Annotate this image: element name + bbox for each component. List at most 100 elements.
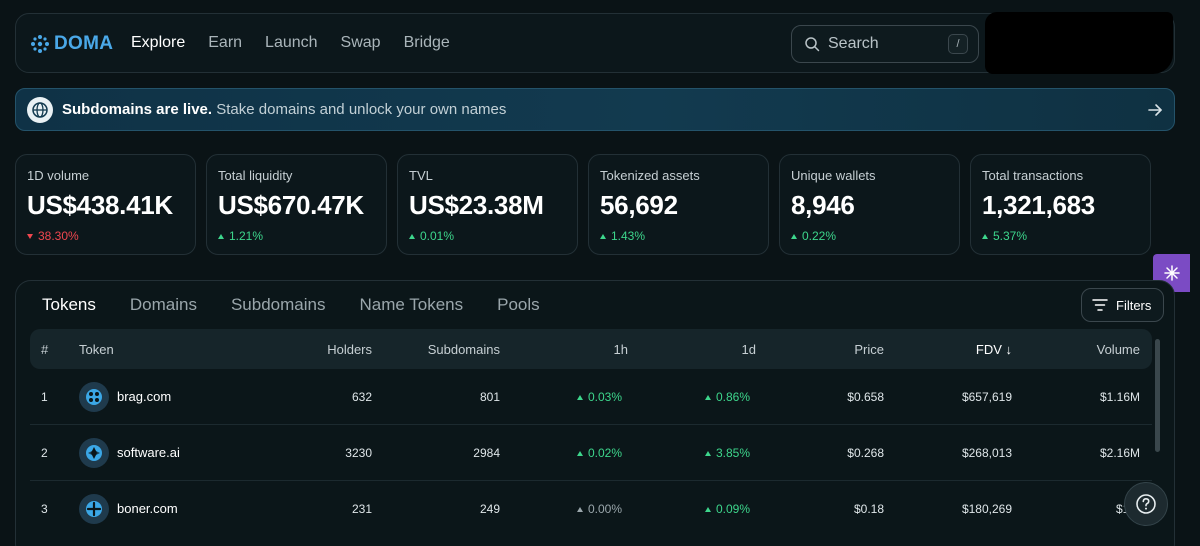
search-placeholder: Search	[828, 35, 879, 52]
question-mark-icon	[1136, 494, 1156, 514]
cell-holders: 3230	[345, 446, 372, 460]
cell-1d-value: 0.86%	[715, 390, 750, 404]
cell-1h: 0.03%	[550, 390, 622, 404]
stat-value: 56,692	[600, 190, 678, 220]
cell-price: $0.658	[847, 390, 884, 404]
stat-label: Total transactions	[982, 168, 1084, 183]
token-logo-icon	[79, 438, 109, 468]
subdomains-banner[interactable]: Subdomains are live. Stake domains and u…	[15, 88, 1175, 131]
arrow-right-icon[interactable]	[1146, 101, 1164, 119]
cell-holders: 632	[351, 390, 372, 404]
filter-icon	[1092, 299, 1108, 311]
filters-button[interactable]: Filters	[1081, 288, 1164, 322]
nav-launch[interactable]: Launch	[265, 34, 318, 51]
token-logo-icon	[79, 494, 109, 524]
table-row[interactable]: 1 brag.com 632 801 0.03% 0.86% $0.658 $6…	[30, 369, 1152, 425]
triangle-up-icon	[218, 233, 224, 239]
tokens-table-panel: Tokens Domains Subdomains Name Tokens Po…	[15, 280, 1175, 546]
search-icon	[805, 37, 820, 52]
nav-links: Explore Earn Launch Swap Bridge	[131, 34, 473, 52]
header-holders[interactable]: Holders	[327, 342, 372, 357]
stat-value: US$23.38M	[409, 190, 544, 220]
row-num: 3	[41, 502, 48, 516]
stat-card-tokenized-assets: Tokenized assets 56,692 1.43%	[588, 154, 769, 255]
doma-logo[interactable]: DOMA	[30, 33, 113, 55]
cell-price: $0.268	[847, 446, 884, 460]
nav-earn[interactable]: Earn	[208, 34, 243, 51]
stat-value: US$670.47K	[218, 190, 364, 220]
nav-swap[interactable]: Swap	[340, 34, 381, 51]
triangle-up-icon	[600, 233, 606, 239]
stat-change: 38.30%	[27, 229, 195, 243]
stat-change-value: 1.21%	[229, 229, 264, 243]
cell-subdomains: 249	[479, 502, 500, 516]
stats-row: 1D volume US$438.41K 38.30% Total liquid…	[15, 154, 1151, 255]
table-tabs: Tokens Domains Subdomains Name Tokens Po…	[42, 295, 574, 315]
stat-value: US$438.41K	[27, 190, 173, 220]
stat-change: 5.37%	[982, 229, 1150, 243]
row-num: 1	[41, 390, 48, 404]
cell-1h: 0.00%	[550, 502, 622, 516]
cell-price: $0.18	[853, 502, 884, 516]
redacted-wallet-area	[985, 12, 1173, 74]
stat-change-value: 0.01%	[420, 229, 455, 243]
stat-label: Unique wallets	[791, 168, 876, 183]
cell-volume: $2.16M	[1099, 446, 1140, 460]
table-scrollbar[interactable]	[1155, 339, 1160, 452]
stat-card-tvl: TVL US$23.38M 0.01%	[397, 154, 578, 255]
triangle-up-icon	[576, 394, 583, 400]
top-navbar: DOMA Explore Earn Launch Swap Bridge Sea…	[15, 13, 1175, 73]
stat-label: TVL	[409, 168, 433, 183]
doma-logo-icon	[31, 35, 49, 53]
tab-name-tokens[interactable]: Name Tokens	[359, 295, 464, 314]
stat-change-value: 0.22%	[802, 229, 837, 243]
stat-value: 8,946	[791, 190, 855, 220]
cell-1d: 3.85%	[678, 446, 750, 460]
table-row[interactable]: 2 software.ai 3230 2984 0.02% 3.85% $0.2…	[30, 425, 1152, 481]
tab-pools[interactable]: Pools	[497, 295, 540, 314]
stat-label: Total liquidity	[218, 168, 293, 183]
triangle-up-icon	[982, 233, 988, 239]
stat-change-value: 5.37%	[993, 229, 1028, 243]
stat-change: 0.22%	[791, 229, 959, 243]
tab-domains[interactable]: Domains	[129, 295, 197, 314]
nav-explore[interactable]: Explore	[131, 34, 186, 51]
table-header: # Token Holders Subdomains 1h 1d Price F…	[30, 329, 1152, 369]
globe-icon	[27, 96, 53, 123]
triangle-down-icon	[27, 233, 33, 239]
tab-tokens[interactable]: Tokens	[42, 295, 96, 314]
cell-1d-value: 0.09%	[715, 502, 750, 516]
sparkle-icon	[1163, 265, 1180, 281]
cell-1h: 0.02%	[550, 446, 622, 460]
stat-card-total-liquidity: Total liquidity US$670.47K 1.21%	[206, 154, 387, 255]
header-price[interactable]: Price	[854, 342, 884, 357]
triangle-up-icon	[704, 394, 711, 400]
token-logo-icon	[79, 382, 109, 412]
header-1d[interactable]: 1d	[741, 342, 756, 357]
triangle-up-icon	[791, 233, 797, 239]
cell-1d-value: 3.85%	[715, 446, 750, 460]
header-token[interactable]: Token	[79, 342, 114, 357]
cell-fdv: $657,619	[961, 390, 1012, 404]
token-name[interactable]: boner.com	[117, 501, 178, 516]
search-input[interactable]: Search /	[791, 25, 979, 63]
header-fdv-sorted[interactable]: FDV ↓	[975, 342, 1012, 357]
cell-1d: 0.09%	[678, 502, 750, 516]
header-subdomains[interactable]: Subdomains	[427, 342, 500, 357]
header-1h[interactable]: 1h	[613, 342, 628, 357]
nav-bridge[interactable]: Bridge	[403, 34, 450, 51]
tab-subdomains[interactable]: Subdomains	[230, 295, 326, 314]
search-shortcut-key: /	[948, 34, 968, 54]
stat-change-value: 1.43%	[611, 229, 646, 243]
help-button[interactable]	[1124, 482, 1168, 526]
banner-title: Subdomains are live.	[62, 101, 213, 118]
stat-label: Tokenized assets	[600, 168, 700, 183]
stat-label: 1D volume	[27, 168, 90, 183]
cell-fdv: $268,013	[961, 446, 1012, 460]
token-name[interactable]: brag.com	[117, 389, 172, 404]
stat-change: 1.21%	[218, 229, 386, 243]
table-row[interactable]: 3 boner.com 231 249 0.00% 0.09% $0.18 $1…	[30, 481, 1152, 537]
header-volume[interactable]: Volume	[1096, 342, 1140, 357]
token-name[interactable]: software.ai	[117, 445, 180, 460]
cell-holders: 231	[351, 502, 372, 516]
